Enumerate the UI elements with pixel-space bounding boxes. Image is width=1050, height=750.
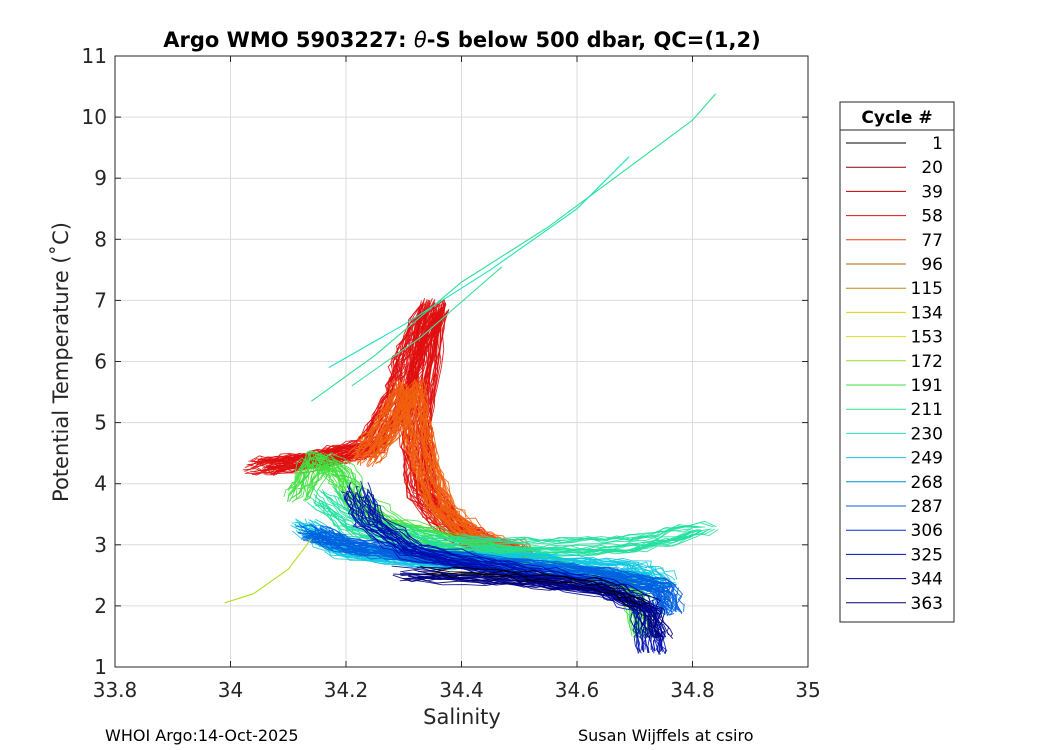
legend: Cycle #1 20 39 58 77 96 115 134 153 172 191 211 230 2… [839, 101, 955, 623]
profile-line [416, 566, 670, 636]
legend-label: 77 [921, 231, 943, 251]
profile-line [353, 387, 509, 556]
y-tick-label: 4 [94, 472, 107, 496]
profile-line [431, 572, 644, 607]
legend-label: 325 [911, 545, 943, 565]
x-tick-label: 34.6 [555, 678, 600, 702]
y-tick-label: 2 [94, 594, 107, 618]
legend-label: 344 [911, 570, 943, 590]
legend-label: 287 [911, 497, 943, 517]
profile-line [424, 572, 636, 608]
y-tick-label: 5 [94, 411, 107, 435]
profile-line [392, 574, 650, 639]
profile-line [349, 378, 508, 550]
data-series [224, 93, 719, 655]
legend-label: 96 [921, 255, 943, 275]
profile-line [318, 489, 699, 544]
chart-title-suffix: -S below 500 dbar, QC=(1,2) [427, 28, 761, 52]
y-tick-label: 6 [94, 350, 107, 374]
y-tick-label: 3 [94, 533, 107, 557]
legend-label: 153 [911, 328, 943, 348]
profile-line [317, 531, 677, 613]
profile-line [348, 481, 647, 650]
legend-label: 191 [911, 376, 943, 396]
legend-box [839, 101, 955, 623]
footer-author: Susan Wijffels at csiro [578, 726, 754, 745]
legend-label: 172 [911, 352, 943, 372]
legend-label: 249 [911, 449, 943, 469]
y-tick-label: 1 [94, 655, 107, 679]
profile-line [312, 525, 672, 611]
profile-line [420, 566, 636, 606]
profile-line [312, 500, 695, 556]
x-tick-label: 34.2 [324, 678, 369, 702]
profile-line [323, 491, 706, 544]
x-tick-label: 34 [218, 678, 243, 702]
chart-title-prefix: Argo WMO 5903227: [163, 28, 414, 52]
footer-date: WHOI Argo:14-Oct-2025 [105, 726, 299, 745]
legend-label: 211 [911, 400, 943, 420]
x-tick-label: 35 [795, 678, 820, 702]
x-tick-label: 34.4 [439, 678, 484, 702]
x-axis: 33.8 34 34.2 34.4 34.6 34.8 35 [93, 56, 821, 702]
x-tick-label: 33.8 [93, 678, 138, 702]
outlier-profile-line [224, 538, 312, 604]
profile-line [314, 496, 699, 552]
y-axis: 1 2 3 4 5 6 7 8 9 10 11 [82, 44, 808, 679]
profile-line [305, 535, 664, 614]
outlier-profile-line [351, 266, 503, 387]
profile-line [321, 503, 703, 555]
profile-line [364, 378, 523, 550]
profile-line [435, 567, 651, 606]
y-tick-label: 10 [82, 105, 107, 129]
profile-line [361, 486, 657, 652]
y-tick-label: 11 [82, 44, 107, 68]
legend-label: 363 [911, 594, 943, 614]
y-tick-label: 9 [94, 166, 107, 190]
legend-label: 115 [911, 279, 943, 299]
profile-line [413, 569, 666, 637]
profile-line [350, 387, 511, 551]
x-axis-label: Salinity [423, 705, 501, 729]
y-axis-label: Potential Temperature (˚C) [49, 222, 73, 502]
legend-label: 20 [921, 158, 943, 178]
x-tick-label: 34.8 [670, 678, 715, 702]
y-tick-label: 7 [94, 288, 107, 312]
chart-title-theta: θ [414, 28, 427, 52]
chart-title: Argo WMO 5903227: θ-S below 500 dbar, QC… [163, 28, 760, 52]
y-tick-label: 8 [94, 227, 107, 251]
legend-label: 134 [911, 303, 943, 323]
profile-line [403, 575, 657, 639]
legend-label: 1 [932, 134, 943, 154]
legend-title: Cycle # [861, 108, 932, 128]
legend-label: 268 [911, 473, 943, 493]
legend-label: 58 [921, 207, 943, 227]
legend-label: 230 [911, 424, 943, 444]
outlier-profile-line [311, 93, 717, 402]
legend-label: 39 [921, 182, 943, 202]
outlier-profile-line [328, 156, 630, 369]
profile-line [355, 486, 653, 651]
legend-label: 306 [911, 521, 943, 541]
